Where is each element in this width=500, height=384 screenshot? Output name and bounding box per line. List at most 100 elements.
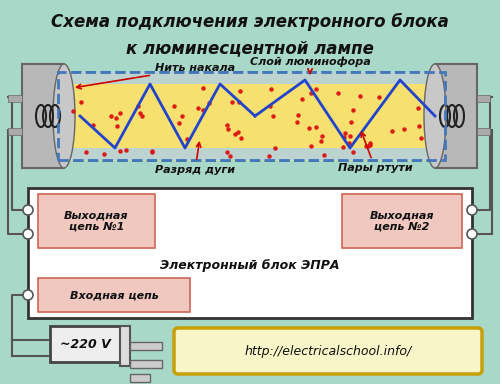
Point — [231, 131, 239, 137]
Point — [344, 139, 352, 146]
Point — [176, 120, 184, 126]
Point — [77, 99, 85, 105]
Text: Разряд дуги: Разряд дуги — [155, 142, 235, 175]
Point — [100, 151, 108, 157]
Point — [318, 133, 326, 139]
Point — [235, 99, 243, 105]
Bar — [58, 72, 445, 84]
Point — [194, 105, 202, 111]
Point — [294, 113, 302, 119]
Bar — [120, 326, 130, 366]
Text: Выходная
цепь №1: Выходная цепь №1 — [64, 210, 129, 232]
Bar — [22, 64, 64, 168]
Point — [136, 109, 144, 116]
Point — [307, 90, 315, 96]
Text: Схема подключения электронного блока: Схема подключения электронного блока — [51, 13, 449, 31]
Point — [224, 126, 232, 132]
Point — [417, 135, 425, 141]
Text: к люминесцентной лампе: к люминесцентной лампе — [126, 39, 374, 57]
Point — [236, 88, 244, 94]
Point — [206, 100, 214, 106]
Ellipse shape — [424, 64, 446, 168]
Bar — [130, 374, 150, 382]
Text: http://electricalschool.info/: http://electricalschool.info/ — [244, 344, 412, 358]
FancyBboxPatch shape — [174, 328, 482, 374]
Point — [362, 143, 370, 149]
Point — [226, 153, 234, 159]
Point — [366, 142, 374, 148]
Point — [416, 123, 424, 129]
Point — [298, 96, 306, 103]
Text: Нить накала: Нить накала — [76, 63, 235, 89]
Point — [306, 142, 314, 149]
Point — [116, 147, 124, 154]
Point — [170, 103, 178, 109]
Bar — [130, 360, 162, 368]
Point — [414, 104, 422, 111]
Bar — [477, 128, 490, 135]
Point — [238, 135, 246, 141]
Point — [366, 141, 374, 147]
Point — [116, 110, 124, 116]
Point — [107, 113, 115, 119]
Circle shape — [23, 205, 33, 215]
Text: Входная цепь: Входная цепь — [70, 290, 158, 300]
Bar — [50, 326, 120, 362]
Point — [148, 149, 156, 155]
Bar — [8, 128, 22, 135]
Point — [347, 119, 355, 126]
Circle shape — [23, 290, 33, 300]
Bar — [38, 194, 155, 248]
Point — [346, 133, 354, 139]
Point — [317, 138, 325, 144]
Point — [200, 107, 207, 113]
Point — [349, 107, 357, 113]
Point — [134, 103, 142, 109]
Point — [270, 113, 278, 119]
Point — [340, 134, 348, 140]
Point — [388, 127, 396, 134]
Point — [82, 149, 90, 155]
Point — [306, 125, 314, 131]
Point — [122, 146, 130, 152]
Bar — [28, 188, 472, 318]
Point — [268, 86, 276, 92]
Text: Выходная
цепь №2: Выходная цепь №2 — [370, 210, 434, 232]
Point — [339, 144, 347, 150]
Text: Слой люминофора: Слой люминофора — [250, 57, 370, 73]
Text: Пары ртути: Пары ртути — [338, 132, 412, 173]
Text: ~220 V: ~220 V — [60, 338, 110, 351]
Point — [113, 122, 121, 129]
Point — [138, 113, 146, 119]
Point — [266, 103, 274, 109]
Point — [375, 93, 383, 99]
Point — [320, 152, 328, 158]
Bar — [58, 72, 445, 160]
Point — [148, 148, 156, 154]
Bar — [342, 194, 462, 248]
Point — [270, 144, 278, 151]
Circle shape — [467, 205, 477, 215]
Bar — [8, 95, 22, 102]
Point — [342, 130, 349, 136]
Point — [364, 143, 372, 149]
Circle shape — [23, 229, 33, 239]
Point — [234, 129, 242, 135]
Bar — [38, 278, 190, 312]
Point — [334, 89, 342, 96]
Bar — [58, 148, 445, 160]
Point — [89, 122, 97, 128]
Point — [228, 98, 236, 104]
Point — [400, 126, 407, 132]
Bar — [477, 95, 490, 102]
Bar — [435, 64, 477, 168]
Point — [200, 85, 207, 91]
Point — [112, 115, 120, 121]
Ellipse shape — [53, 64, 75, 168]
Text: Электронный блок ЭПРА: Электронный блок ЭПРА — [160, 258, 340, 271]
Point — [266, 153, 274, 159]
Point — [294, 119, 302, 125]
Bar — [58, 72, 445, 160]
Point — [224, 122, 232, 128]
Point — [356, 93, 364, 99]
